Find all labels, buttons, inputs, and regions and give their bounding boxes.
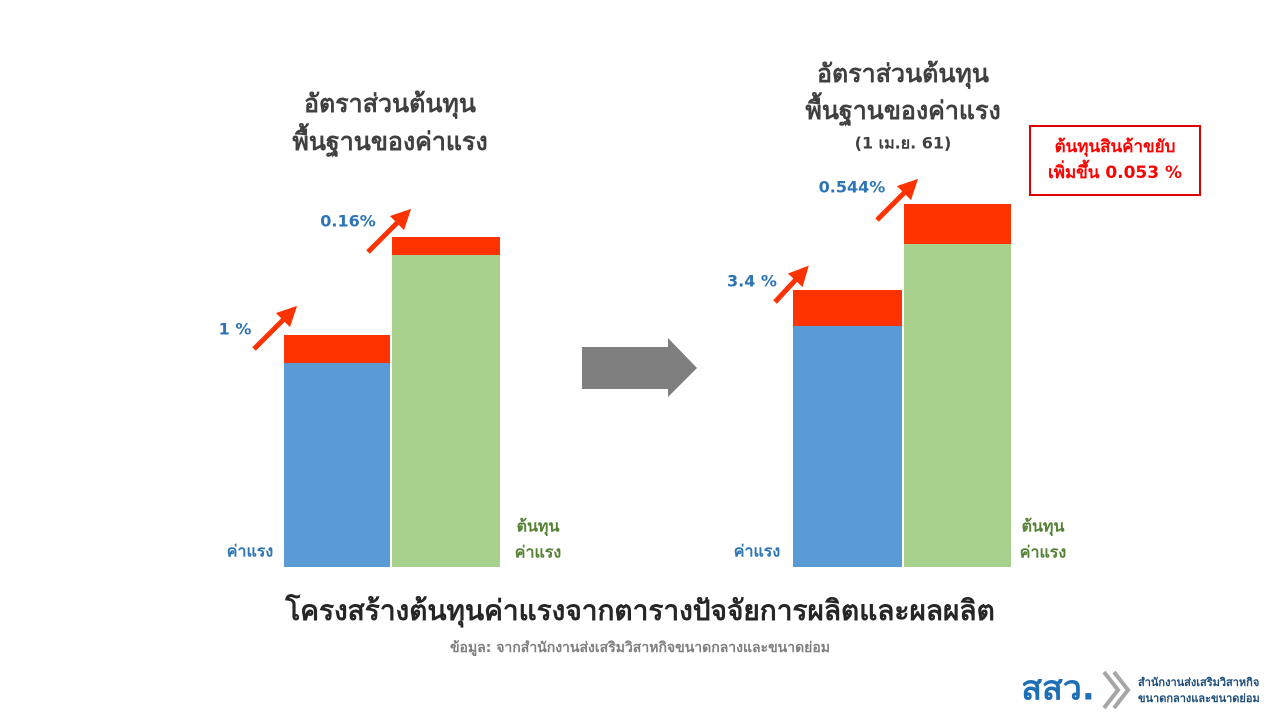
note-text: ต้นทุนสินค้าขยับ	[1055, 137, 1176, 157]
logo-chevrons	[1102, 670, 1131, 710]
bar-label: ต้นทุน	[517, 517, 560, 537]
up-arrow	[366, 208, 412, 254]
increase-bar	[392, 237, 500, 255]
panel-title: พื้นฐานของค่าแรง	[292, 122, 487, 158]
transition-arrow	[582, 338, 697, 397]
footer-source: ข้อมูล: จากสำนักงานส่งเสริมวิสาหกิจขนาดก…	[450, 640, 830, 656]
bar-label: ต้นทุน	[1022, 517, 1065, 537]
bar-label: ค่าแรง	[227, 542, 273, 561]
bar-label: ค่าแรง	[515, 543, 561, 562]
panel-title: พื้นฐานของค่าแรง	[805, 91, 1000, 127]
logo-mark: สสว.	[1021, 669, 1095, 709]
increase-bar	[284, 335, 390, 363]
change-label: 1 %	[219, 320, 252, 339]
wage-bar	[284, 363, 390, 567]
footer-title: โครงสร้างต้นทุนค่าแรงจากตารางปัจจัยการผล…	[284, 593, 995, 628]
cost-bar	[392, 255, 500, 567]
bar-label: ค่าแรง	[1020, 543, 1066, 562]
up-arrow	[252, 305, 298, 351]
panel-date: (1 เม.ย. 61)	[855, 134, 952, 153]
increase-bar	[904, 204, 1011, 244]
logo-name: สำนักงานส่งเสริมวิสาหกิจ	[1138, 676, 1259, 689]
panel-title: อัตราส่วนต้นทุน	[817, 59, 989, 90]
change-label: 0.544%	[819, 178, 886, 197]
logo-name: ขนาดกลางและขนาดย่อม	[1138, 692, 1260, 705]
bar-label: ค่าแรง	[734, 542, 780, 561]
up-arrow	[773, 265, 809, 304]
up-arrow	[875, 178, 919, 222]
change-label: 3.4 %	[727, 272, 777, 291]
cost-bar	[904, 244, 1011, 567]
change-label: 0.16%	[320, 212, 376, 231]
note-box	[1029, 125, 1201, 196]
note-text: เพิ่มขึ้น 0.053 %	[1048, 159, 1182, 183]
wage-bar	[793, 326, 902, 567]
panel-title: อัตราส่วนต้นทุน	[304, 89, 476, 120]
increase-bar	[793, 290, 902, 326]
